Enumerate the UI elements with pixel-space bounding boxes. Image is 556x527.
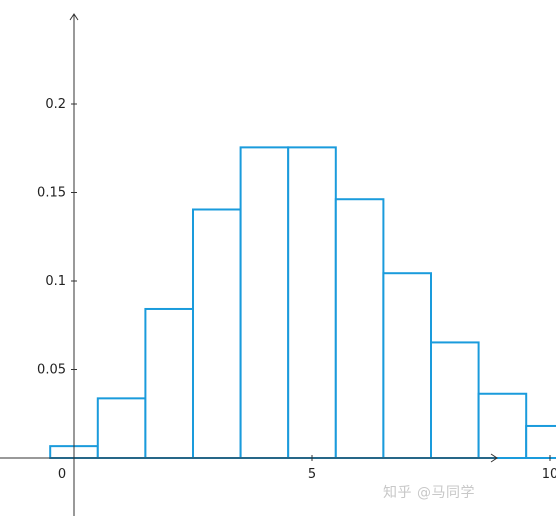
histogram-bar-3 <box>192 208 242 459</box>
histogram-bar-4 <box>239 146 290 459</box>
bars-layer <box>49 146 556 460</box>
histogram-bar-9 <box>477 392 528 459</box>
y-axis-arrow-icon <box>69 13 79 21</box>
histogram-bar-7 <box>382 272 432 459</box>
histogram-bar-1 <box>96 397 147 460</box>
axes-layer <box>0 13 498 516</box>
histogram-bar-10 <box>525 424 556 459</box>
watermark-text: 知乎 @马同学 <box>383 485 475 501</box>
x-tick-label-0: 0 <box>58 467 66 482</box>
y-tick-label-0.05: 0.05 <box>37 363 66 378</box>
y-tick-label-0.15: 0.15 <box>37 186 66 201</box>
histogram-bar-2 <box>144 307 194 459</box>
y-tick-label-0.2: 0.2 <box>45 97 66 112</box>
x-tick-label-5: 5 <box>308 467 316 482</box>
histogram-bar-6 <box>334 198 385 459</box>
y-tick-label-0.1: 0.1 <box>45 274 66 289</box>
histogram-bar-5 <box>287 146 337 459</box>
x-axis-arrow-icon <box>490 453 498 463</box>
ticks-layer: 0510150.050.10.150.2 <box>37 97 556 482</box>
histogram-bar-8 <box>430 341 480 460</box>
x-tick-label-10: 10 <box>542 467 556 482</box>
